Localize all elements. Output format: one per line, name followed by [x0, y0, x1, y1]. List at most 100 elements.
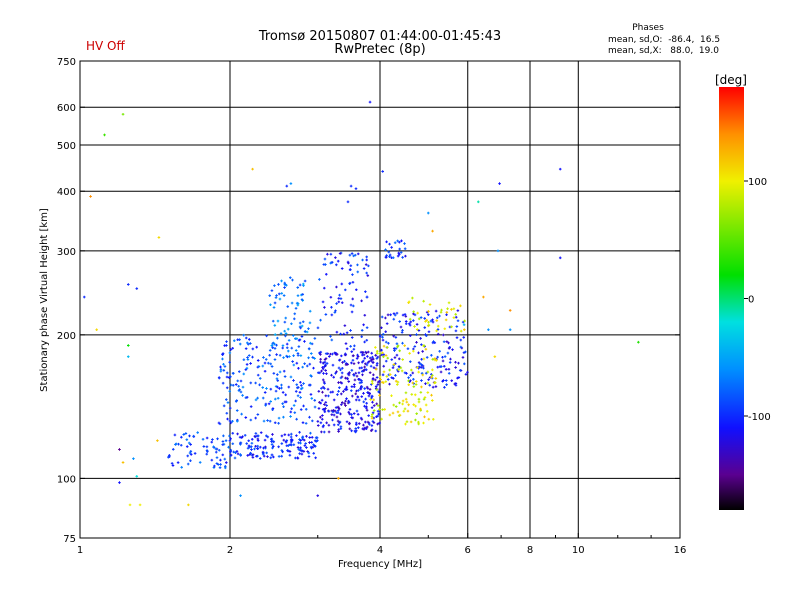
data-point	[296, 456, 300, 460]
data-point	[225, 344, 228, 347]
data-point	[278, 370, 282, 374]
data-point	[450, 325, 453, 329]
data-point	[443, 327, 447, 331]
data-point	[307, 455, 311, 458]
data-point	[250, 441, 254, 445]
data-point	[428, 383, 432, 387]
data-point	[390, 376, 394, 379]
data-point	[363, 340, 366, 344]
data-point	[214, 450, 218, 454]
data-point	[427, 417, 431, 421]
data-point	[239, 441, 243, 445]
data-point	[313, 444, 316, 448]
data-point	[310, 342, 314, 346]
data-point	[349, 303, 353, 307]
data-point	[176, 461, 180, 464]
data-point	[268, 294, 272, 297]
data-point	[412, 319, 415, 322]
data-point	[322, 380, 326, 384]
data-point	[340, 403, 343, 406]
data-point	[321, 425, 325, 429]
data-point	[343, 324, 347, 327]
data-point	[441, 359, 445, 363]
data-point	[244, 416, 248, 419]
data-point	[261, 451, 265, 455]
data-point	[334, 371, 337, 375]
data-point	[103, 133, 106, 137]
data-point	[424, 371, 428, 375]
data-point	[262, 454, 266, 458]
data-point	[389, 313, 392, 317]
data-point	[325, 404, 328, 407]
data-point	[320, 387, 323, 390]
data-point	[311, 356, 315, 359]
data-point	[251, 453, 255, 456]
data-point	[254, 432, 258, 435]
data-point	[367, 414, 370, 417]
data-point	[355, 409, 359, 413]
data-point	[348, 281, 352, 285]
data-point	[331, 352, 334, 356]
data-point	[339, 297, 343, 300]
data-point	[256, 359, 260, 362]
data-point	[303, 444, 307, 447]
data-point	[309, 393, 313, 396]
data-point	[395, 383, 399, 386]
data-point	[221, 357, 224, 361]
data-point	[254, 416, 257, 420]
data-point	[384, 359, 388, 363]
data-point	[388, 242, 391, 246]
data-point	[406, 409, 410, 413]
data-point	[229, 375, 232, 379]
data-point	[415, 380, 418, 383]
data-point	[411, 371, 415, 375]
data-point	[228, 406, 232, 410]
data-point	[438, 314, 441, 318]
data-point	[350, 310, 354, 314]
data-point	[397, 365, 401, 368]
data-point	[290, 301, 294, 305]
data-point	[378, 379, 381, 383]
data-point	[275, 294, 278, 297]
data-point	[447, 346, 451, 350]
data-point	[319, 350, 323, 354]
data-point	[238, 342, 242, 346]
data-point	[396, 410, 400, 414]
data-point	[253, 447, 256, 451]
data-point	[287, 349, 290, 353]
data-point	[247, 444, 251, 448]
data-point	[244, 336, 248, 340]
data-point	[366, 420, 370, 424]
data-point	[367, 350, 370, 354]
data-point	[431, 368, 434, 372]
data-point	[246, 446, 250, 450]
data-point	[419, 391, 423, 394]
data-point	[327, 423, 331, 427]
data-point	[278, 297, 282, 301]
data-point	[341, 367, 344, 370]
data-point	[388, 382, 391, 386]
data-point	[370, 416, 374, 420]
data-point	[456, 376, 459, 380]
data-point	[435, 319, 439, 322]
data-point	[226, 401, 230, 404]
data-point	[427, 330, 431, 334]
data-point	[392, 334, 395, 338]
data-point	[223, 365, 227, 368]
data-point	[210, 440, 214, 444]
data-point	[277, 283, 280, 286]
data-point	[364, 263, 368, 266]
data-point	[212, 445, 215, 449]
data-point	[298, 283, 302, 287]
data-point	[219, 368, 223, 371]
data-point	[463, 319, 466, 323]
data-point	[318, 278, 321, 281]
data-point	[381, 351, 384, 355]
data-point	[251, 456, 255, 459]
data-point	[445, 311, 449, 314]
data-point	[420, 363, 424, 367]
data-point	[365, 425, 369, 429]
data-point	[236, 338, 240, 342]
data-point	[192, 434, 195, 438]
data-point	[487, 328, 490, 331]
